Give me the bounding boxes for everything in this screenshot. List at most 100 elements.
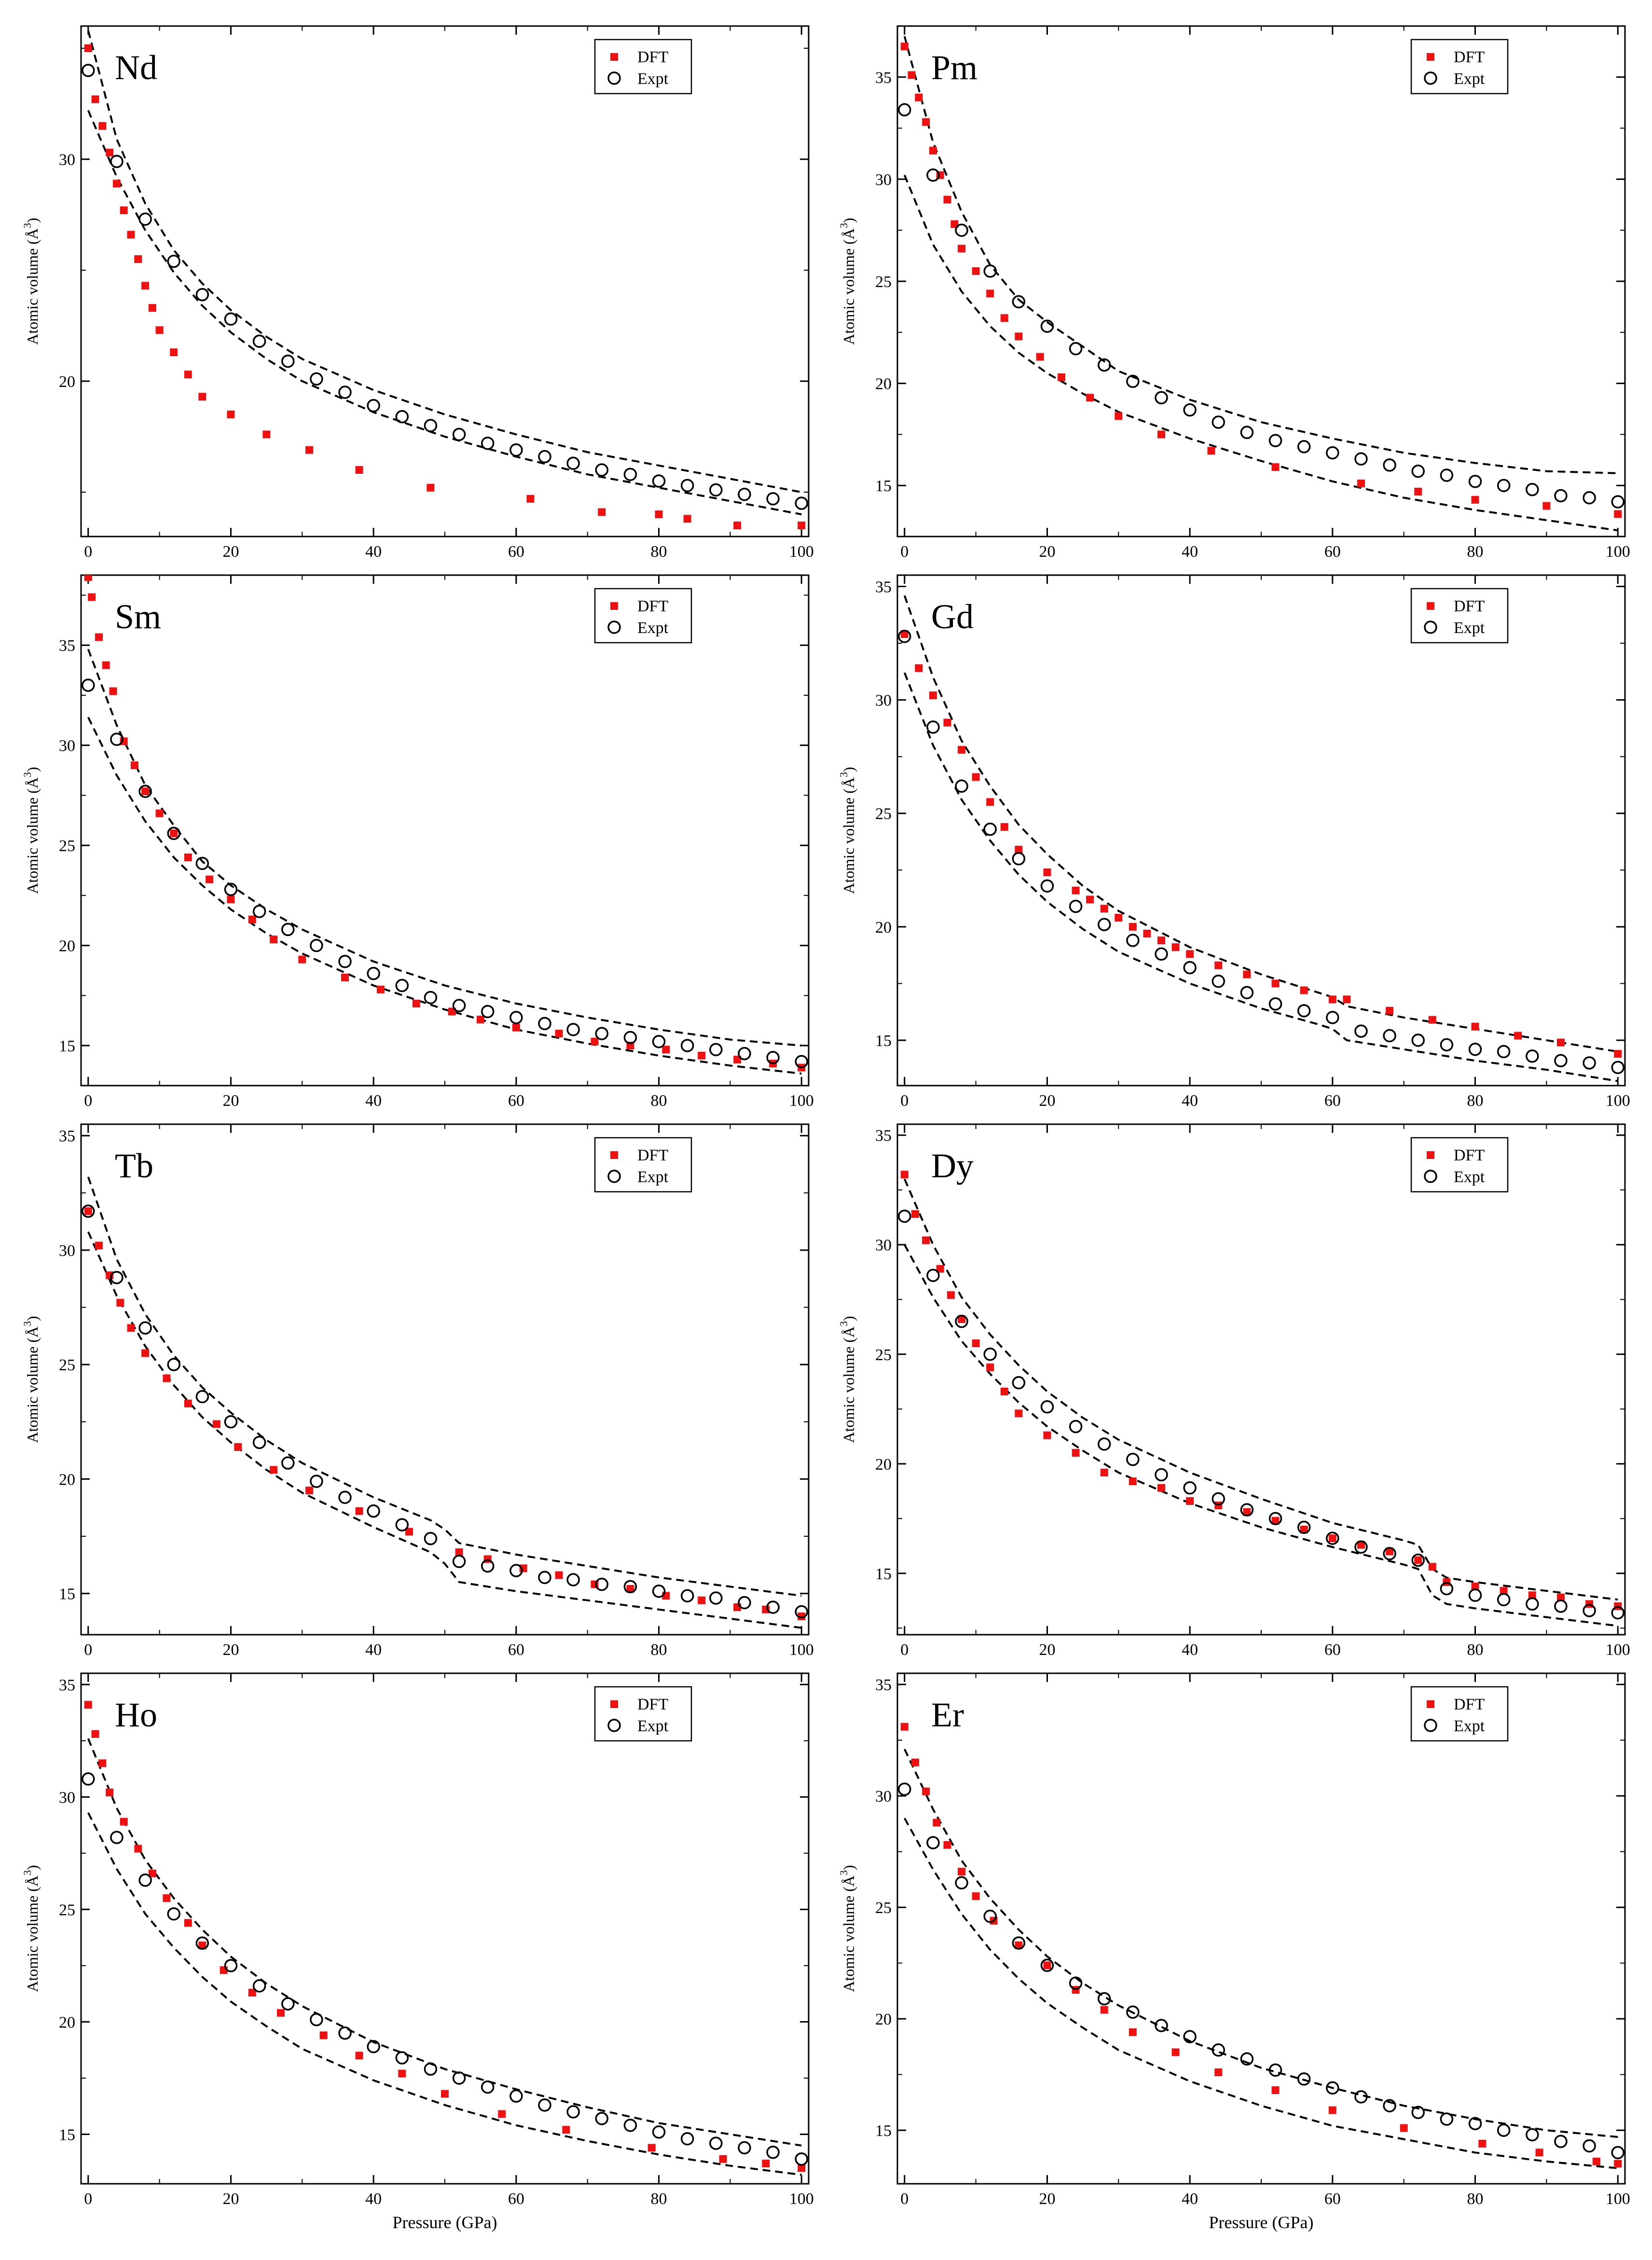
expt-point bbox=[1126, 2005, 1140, 2019]
legend-expt-marker bbox=[607, 71, 621, 85]
y-axis-label-sup: 3 bbox=[21, 1321, 33, 1326]
dft-point bbox=[1171, 2048, 1180, 2056]
expt-point bbox=[1069, 899, 1083, 913]
expt-point bbox=[224, 1415, 238, 1429]
x-tick-label: 100 bbox=[1606, 1092, 1630, 1110]
dft-point bbox=[798, 522, 806, 529]
dft-point bbox=[972, 267, 980, 275]
dft-point bbox=[943, 1841, 951, 1849]
dft-point bbox=[355, 466, 363, 474]
plot-area bbox=[82, 1701, 808, 2176]
dft-point bbox=[1542, 502, 1551, 510]
expt-point bbox=[766, 1600, 780, 1614]
x-tick-label: 60 bbox=[508, 543, 524, 561]
dft-point bbox=[683, 515, 691, 523]
x-tick-label: 100 bbox=[1606, 1641, 1630, 1659]
expt-point bbox=[367, 2040, 380, 2053]
y-axis-label: Atomic volume (Å3) bbox=[21, 218, 41, 345]
legend-expt-label: Expt bbox=[1454, 1717, 1485, 1735]
y-axis-label-text: Atomic volume (Å bbox=[24, 777, 41, 894]
dft-point bbox=[698, 1596, 706, 1604]
legend-dft-marker bbox=[1427, 602, 1434, 610]
dft-point bbox=[1343, 995, 1351, 1004]
dft-point bbox=[305, 1487, 314, 1495]
expt-point bbox=[167, 1358, 180, 1371]
x-tick-label: 0 bbox=[900, 1092, 909, 1110]
dft-point bbox=[947, 1291, 955, 1299]
y-axis-label: Atomic volume (Å3) bbox=[838, 1865, 857, 1992]
x-tick-label: 80 bbox=[1467, 1092, 1484, 1110]
y-tick-label: 35 bbox=[875, 579, 892, 596]
expt-point bbox=[338, 1490, 352, 1504]
expt-point bbox=[509, 443, 523, 457]
x-tick-label: 0 bbox=[900, 2190, 909, 2208]
dft-point bbox=[270, 1466, 278, 1474]
dft-point bbox=[116, 1299, 124, 1307]
dft-point bbox=[958, 245, 966, 253]
band-lower-line bbox=[903, 672, 1618, 1082]
dft-point bbox=[1428, 1016, 1436, 1024]
expt-point bbox=[424, 2062, 438, 2076]
dft-point bbox=[98, 122, 107, 130]
x-tick-label: 100 bbox=[1606, 2190, 1630, 2208]
expt-point bbox=[983, 1348, 997, 1361]
plot-frame bbox=[896, 1672, 1626, 2185]
y-tick-label: 25 bbox=[875, 273, 892, 291]
dft-point bbox=[512, 1023, 520, 1032]
y-tick-label: 25 bbox=[875, 805, 892, 823]
dft-point bbox=[1143, 929, 1151, 937]
dft-point bbox=[900, 42, 909, 51]
dft-point bbox=[1300, 1526, 1308, 1534]
dft-point bbox=[1386, 1006, 1394, 1015]
expt-point bbox=[795, 2152, 808, 2166]
dft-point bbox=[562, 2126, 570, 2134]
dft-point bbox=[170, 829, 178, 838]
expt-point bbox=[395, 2051, 409, 2065]
expt-point bbox=[795, 1605, 808, 1619]
band-upper-line bbox=[87, 1176, 802, 1597]
dft-point bbox=[698, 1051, 706, 1060]
expt-point bbox=[566, 2105, 580, 2119]
expt-point bbox=[367, 399, 380, 413]
dft-point bbox=[1386, 1547, 1394, 1556]
expt-point bbox=[509, 1564, 523, 1577]
legend-box bbox=[594, 1686, 692, 1742]
expt-point bbox=[983, 1909, 997, 1923]
dft-point bbox=[1271, 2086, 1280, 2094]
dft-point bbox=[1043, 868, 1051, 876]
dft-point bbox=[911, 1758, 919, 1766]
legend-box bbox=[594, 1137, 692, 1193]
x-tick-label: 0 bbox=[84, 1641, 92, 1659]
y-axis-label-text: Atomic volume (Å bbox=[24, 1875, 41, 1992]
y-tick-label: 30 bbox=[59, 151, 75, 169]
expt-point bbox=[983, 264, 997, 278]
dft-point bbox=[198, 1941, 206, 1949]
expt-point bbox=[1440, 1582, 1454, 1596]
y-axis-label-text: Atomic volume (Å bbox=[24, 228, 41, 345]
dft-point bbox=[106, 149, 114, 157]
expt-point bbox=[452, 2071, 466, 2085]
expt-point bbox=[1126, 1452, 1140, 1466]
dft-point bbox=[647, 2144, 656, 2152]
dft-point bbox=[1556, 1593, 1565, 1601]
expt-point bbox=[652, 2125, 666, 2139]
expt-point bbox=[538, 2098, 551, 2112]
expt-point bbox=[1583, 491, 1596, 505]
dft-point bbox=[1271, 463, 1280, 471]
dft-point bbox=[1043, 1961, 1051, 1970]
expt-point bbox=[738, 1596, 751, 1610]
expt-point bbox=[138, 1874, 152, 1887]
dft-point bbox=[198, 393, 206, 401]
expt-point bbox=[1526, 1049, 1539, 1063]
x-tick-label: 80 bbox=[1467, 2190, 1484, 2208]
expt-point bbox=[1440, 469, 1454, 482]
dft-point bbox=[91, 95, 99, 103]
x-tick-label: 40 bbox=[365, 543, 382, 561]
y-axis-label-sup: 3 bbox=[838, 1321, 850, 1326]
dft-point bbox=[148, 304, 156, 312]
element-label: Er bbox=[931, 1695, 964, 1734]
x-tick-label: 0 bbox=[900, 543, 909, 561]
y-tick-label: 30 bbox=[59, 1789, 75, 1806]
expt-point bbox=[680, 479, 694, 492]
legend-expt-label: Expt bbox=[637, 70, 669, 88]
